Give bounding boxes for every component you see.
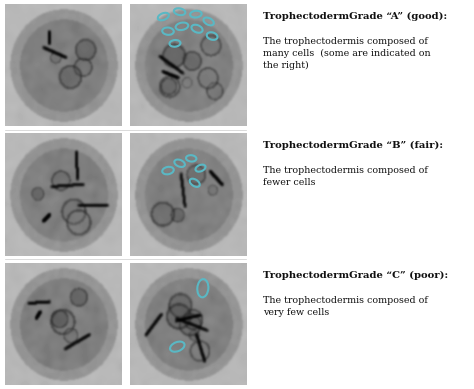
Text: The trophectodermis composed of
many cells  (some are indicated on
the right): The trophectodermis composed of many cel… [263,37,431,70]
Text: TrophectodermGrade “A” (good):: TrophectodermGrade “A” (good): [263,12,447,21]
Text: TrophectodermGrade “B” (fair):: TrophectodermGrade “B” (fair): [263,141,443,150]
Text: The trophectodermis composed of
very few cells: The trophectodermis composed of very few… [263,296,428,317]
Text: TrophectodermGrade “C” (poor):: TrophectodermGrade “C” (poor): [263,271,448,280]
Text: The trophectodermis composed of
fewer cells: The trophectodermis composed of fewer ce… [263,166,428,187]
